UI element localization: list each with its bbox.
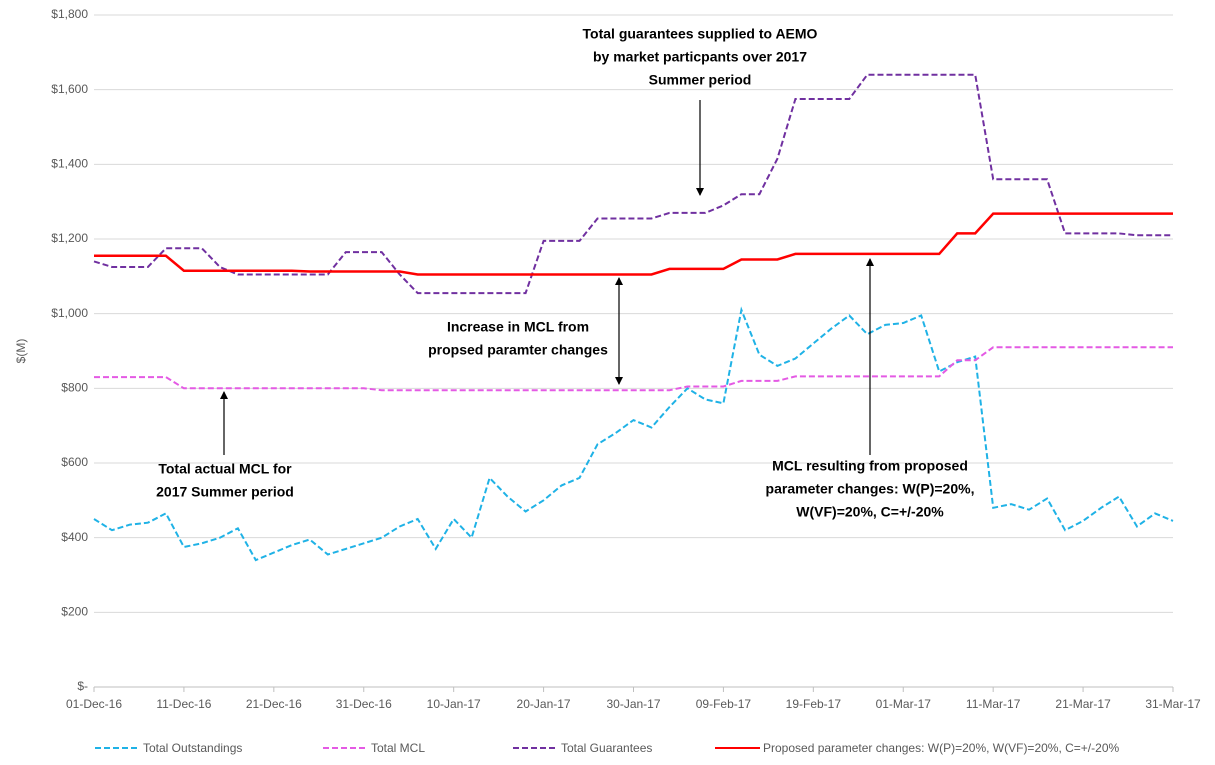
y-tick-label: $1,200 (51, 231, 88, 245)
y-tick-label: $200 (61, 605, 88, 619)
legend-label: Total MCL (371, 741, 425, 755)
y-tick-label: $- (77, 679, 88, 693)
x-tick-label: 30-Jan-17 (606, 697, 660, 711)
x-tick-label: 31-Dec-16 (336, 697, 392, 711)
series-line (94, 346, 1173, 392)
y-tick-label: $1,000 (51, 306, 88, 320)
legend-label: Total Guarantees (561, 741, 652, 755)
annotation: by market particpants over 2017 (593, 49, 807, 65)
annotation: Summer period (649, 72, 752, 88)
y-tick-label: $600 (61, 455, 88, 469)
x-tick-label: 20-Jan-17 (517, 697, 571, 711)
y-tick-label: $400 (61, 530, 88, 544)
x-tick-label: 19-Feb-17 (786, 697, 842, 711)
x-tick-label: 11-Dec-16 (156, 697, 211, 711)
y-tick-label: $1,600 (51, 82, 88, 96)
y-axis-label: $(M) (14, 339, 28, 364)
y-tick-label: $800 (61, 381, 88, 395)
x-tick-label: 11-Mar-17 (966, 697, 1021, 711)
x-tick-label: 31-Mar-17 (1145, 697, 1201, 711)
x-tick-label: 09-Feb-17 (696, 697, 752, 711)
x-tick-label: 01-Mar-17 (876, 697, 932, 711)
legend-label: Proposed parameter changes: W(P)=20%, W(… (763, 741, 1119, 755)
annotation: Total actual MCL for (158, 461, 292, 477)
annotation: MCL resulting from proposed (772, 458, 968, 474)
x-tick-label: 21-Mar-17 (1055, 697, 1111, 711)
legend-label: Total Outstandings (143, 741, 242, 755)
series-line (93, 73, 1173, 295)
x-tick-label: 21-Dec-16 (246, 697, 302, 711)
y-tick-label: $1,400 (51, 157, 88, 171)
annotation: 2017 Summer period (156, 484, 294, 500)
series-line (94, 212, 1173, 276)
x-tick-label: 10-Jan-17 (427, 697, 481, 711)
y-tick-label: $1,800 (51, 7, 88, 21)
annotation: W(VF)=20%, C=+/-20% (796, 504, 944, 520)
annotation: Total guarantees supplied to AEMO (583, 26, 818, 42)
annotation: propsed paramter changes (428, 342, 608, 358)
annotation: Increase in MCL from (447, 319, 589, 335)
annotation: parameter changes: W(P)=20%, (766, 481, 975, 497)
x-tick-label: 01-Dec-16 (66, 697, 122, 711)
series-line (93, 306, 1174, 562)
